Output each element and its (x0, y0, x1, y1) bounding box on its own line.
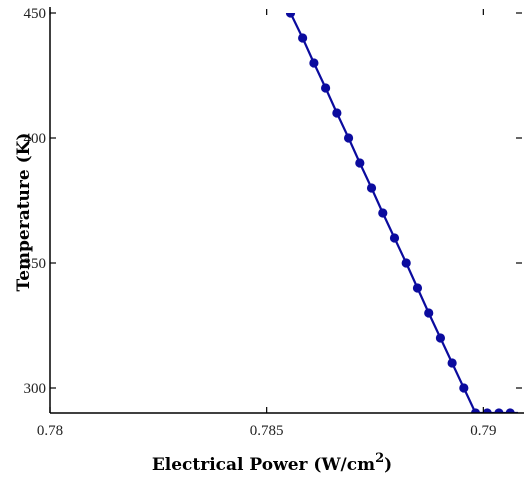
plot-layer (285, 13, 518, 413)
x-axis-title-suffix: ) (384, 455, 392, 475)
labels-layer: Temperature (K) Electrical Power (W/cm2) (14, 133, 392, 475)
y-tick-label: 350 (24, 256, 47, 272)
x-tick-label: 0.785 (250, 423, 284, 439)
data-point (470, 408, 481, 413)
data-point (366, 183, 377, 193)
x-axis-title-superscript: 2 (375, 451, 384, 466)
data-point (482, 408, 492, 413)
x-axis-title-main: Electrical Power (W/cm (152, 455, 375, 475)
data-point (494, 408, 504, 413)
data-point (285, 13, 296, 18)
data-point (378, 208, 388, 218)
data-point (355, 158, 365, 168)
axes-layer: 300 350 400 450 0.78 0.785 0.79 (24, 6, 524, 439)
x-tick-label: 0.78 (37, 423, 63, 439)
data-point (321, 83, 331, 93)
y-tick-label: 400 (24, 131, 47, 147)
data-point (401, 258, 411, 268)
data-point (343, 133, 354, 143)
data-point (298, 33, 308, 43)
x-axis-title: Electrical Power (W/cm2) (152, 451, 392, 475)
data-point (389, 233, 400, 243)
data-point (435, 333, 446, 343)
series-group (285, 13, 518, 413)
data-point (332, 108, 342, 118)
y-tick-label: 300 (24, 381, 47, 397)
data-point (505, 408, 515, 413)
data-point (412, 283, 423, 293)
x-tick-label: 0.79 (470, 423, 496, 439)
series-line (289, 13, 518, 413)
data-point (459, 383, 469, 393)
data-point (447, 358, 457, 368)
data-point (424, 308, 434, 318)
y-tick-label: 450 (24, 6, 47, 22)
y-axis-title: Temperature (K) (14, 133, 34, 292)
data-point (309, 58, 319, 68)
